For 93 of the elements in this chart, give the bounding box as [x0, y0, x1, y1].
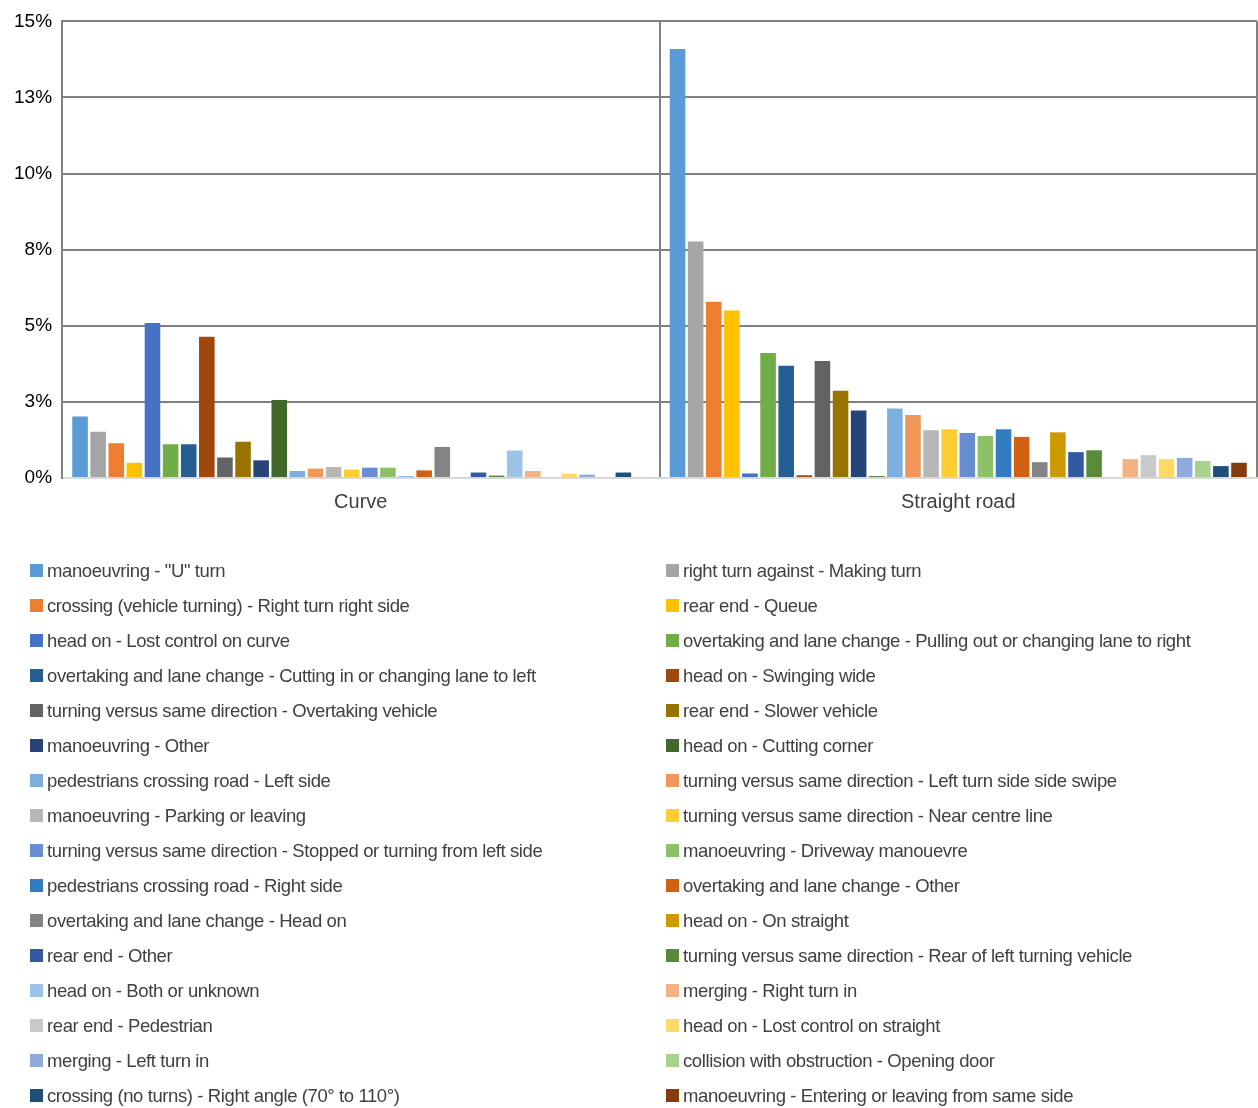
bar [977, 435, 994, 477]
x-tick-label: Straight road [901, 489, 1016, 512]
bar [724, 310, 740, 477]
legend-label: crossing (no turns) - Right angle (70° to 110°) [47, 1084, 400, 1107]
bar [108, 443, 125, 477]
bar [905, 414, 921, 477]
y-tick-label: 15% [14, 9, 53, 31]
bar [760, 352, 776, 477]
legend-label: turning versus same direction - Rear of left turning vehicle [683, 944, 1132, 967]
bar [1231, 462, 1247, 477]
legend-label: manoeuvring - Other [47, 734, 210, 757]
bar [742, 473, 758, 477]
bar [1176, 457, 1193, 477]
x-tick-label: Curve [334, 489, 388, 512]
bar [307, 468, 324, 477]
bar [253, 460, 269, 477]
bar [1140, 455, 1157, 477]
bar [72, 416, 88, 477]
bar [959, 432, 976, 477]
legend-label: head on - Lost control on straight [683, 1014, 940, 1037]
bar [506, 450, 523, 477]
bar [832, 390, 849, 477]
bar [162, 444, 179, 477]
legend-label: head on - Cutting corner [683, 734, 873, 757]
legend-label: manoeuvring - Driveway manouevre [683, 839, 968, 862]
bar [289, 471, 306, 477]
legend-label: rear end - Other [47, 944, 173, 967]
bar [1122, 459, 1139, 477]
bar [814, 361, 831, 477]
bar [1158, 459, 1175, 477]
y-tick-label: 13% [14, 85, 53, 107]
legend-label: turning versus same direction - Left turn side side swipe [683, 769, 1117, 792]
y-tick-label: 3% [24, 390, 53, 412]
bar [144, 323, 161, 477]
legend-label: manoeuvring - "U" turn [47, 559, 226, 582]
y-tick-label: 10% [14, 161, 53, 183]
bar [778, 365, 794, 477]
legend-label: manoeuvring - Parking or leaving [47, 804, 306, 827]
bar [271, 400, 288, 477]
bar [380, 467, 396, 477]
legend-label: pedestrians crossing road - Right side [47, 874, 343, 897]
y-tick-label: 5% [24, 314, 53, 336]
bar [434, 446, 451, 477]
legend-label: rear end - Queue [683, 594, 818, 617]
bar [850, 410, 867, 477]
legend-label: overtaking and lane change - Pulling out or changing lane to right [683, 629, 1191, 652]
bar [343, 469, 360, 477]
bar [1068, 452, 1084, 477]
legend-label: rear end - Pedestrian [47, 1014, 213, 1037]
bar [126, 462, 143, 477]
bar [217, 457, 233, 477]
legend-label: turning versus same direction - Stopped or turning from left side [47, 839, 543, 862]
legend-label: merging - Left turn in [47, 1049, 209, 1072]
bar [1013, 436, 1030, 477]
legend-label: right turn against - Making turn [683, 559, 922, 582]
bar [1194, 460, 1211, 477]
legend-label: turning versus same direction - Overtaking vehicle [47, 699, 438, 722]
legend-label: overtaking and lane change - Other [683, 874, 960, 897]
legend-label: crossing (vehicle turning) - Right turn right side [47, 594, 410, 617]
legend-label: head on - Swinging wide [683, 664, 876, 687]
bar [1213, 466, 1229, 477]
bar [1050, 432, 1066, 477]
bar [416, 470, 432, 477]
legend-label: collision with obstruction - Opening door [683, 1049, 995, 1072]
bar [525, 471, 541, 477]
bar [362, 467, 378, 477]
legend-label: merging - Right turn in [683, 979, 857, 1002]
legend-label: manoeuvring - Entering or leaving from same side [683, 1084, 1074, 1107]
bar [705, 301, 722, 477]
bar [90, 431, 106, 477]
legend-label: head on - Lost control on curve [47, 629, 290, 652]
legend-label: overtaking and lane change - Head on [47, 909, 347, 932]
legend-label: head on - Both or unknown [47, 979, 260, 1002]
bar [995, 429, 1012, 477]
legend-label: overtaking and lane change - Cutting in or changing lane to left [47, 664, 536, 687]
bar [923, 430, 939, 477]
legend-label: rear end - Slower vehicle [683, 699, 878, 722]
bar [1086, 450, 1102, 477]
bar [687, 241, 704, 477]
bar [941, 429, 957, 477]
bar [199, 336, 215, 477]
bar [669, 49, 686, 477]
legend-label: head on - On straight [683, 909, 849, 932]
legend-label: turning versus same direction - Near centre line [683, 804, 1053, 827]
bar [887, 408, 903, 477]
bar [325, 467, 342, 477]
y-tick-label: 0% [24, 466, 53, 488]
bar [1031, 462, 1048, 477]
legend-label: pedestrians crossing road - Left side [47, 769, 331, 792]
bar [561, 473, 577, 477]
bar [180, 444, 197, 477]
bar [235, 441, 251, 477]
y-tick-label: 8% [24, 237, 53, 259]
